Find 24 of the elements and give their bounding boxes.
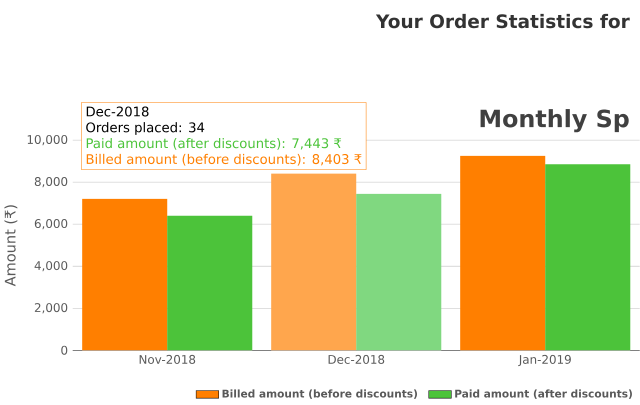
y-axis-title: Amount (₹) xyxy=(4,205,18,286)
legend-label: Paid amount (after discounts) xyxy=(455,390,632,399)
chart-subtitle: Monthly Sp xyxy=(480,109,629,132)
y-tick-label: 8,000 xyxy=(34,177,68,188)
y-tick-label: 10,000 xyxy=(28,135,68,146)
bar xyxy=(460,156,546,350)
y-tick-label: 6,000 xyxy=(34,219,68,230)
y-tick-label: 4,000 xyxy=(34,261,68,272)
text: Orders placed: 34 xyxy=(86,122,204,136)
x-tick-label: Dec-2018 xyxy=(328,355,384,364)
x-tick-label: Jan-2019 xyxy=(518,355,571,366)
bar xyxy=(545,164,630,350)
bar xyxy=(271,174,356,350)
x-tick-label: Nov-2018 xyxy=(140,355,196,364)
chart-title: Your Order Statistics for xyxy=(376,14,630,28)
annotation: Billed amount (before discounts): 8,403 ₹ xyxy=(86,154,362,166)
text: Dec-2018 xyxy=(86,106,149,117)
legend-label: Billed amount (before discounts) xyxy=(222,390,418,399)
y-tick-label: 2,000 xyxy=(34,303,68,314)
bar xyxy=(356,194,442,350)
bar xyxy=(82,199,168,350)
bar xyxy=(167,216,252,350)
y-tick-label: 0 xyxy=(61,346,68,355)
annotation: Paid amount (after discounts): 7,443 ₹ xyxy=(86,138,342,150)
